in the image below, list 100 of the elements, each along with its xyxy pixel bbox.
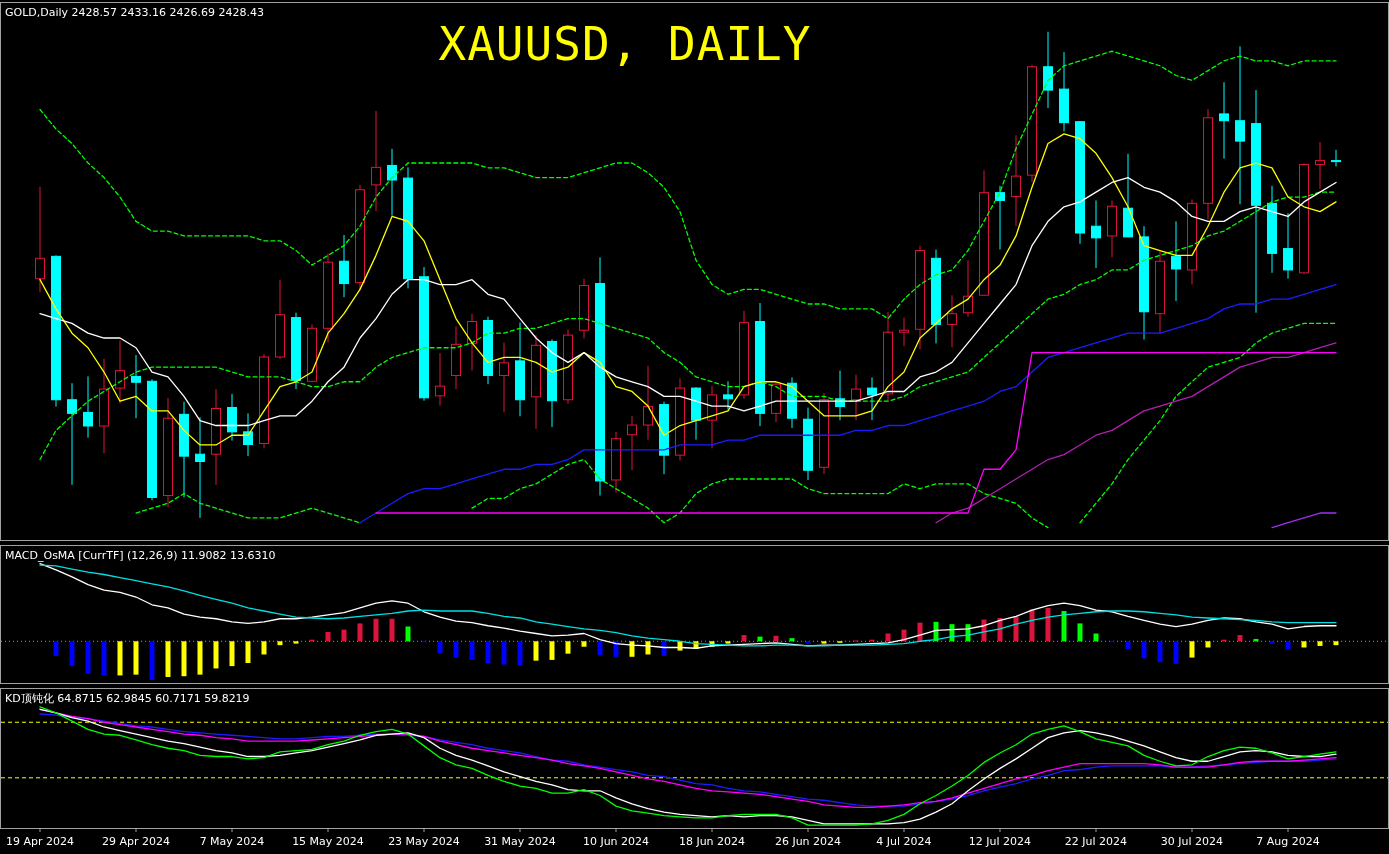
bar [165, 641, 171, 677]
bar [181, 641, 187, 677]
candlestick [467, 313, 477, 372]
bar [1173, 641, 1179, 664]
candlestick [995, 185, 1005, 251]
candlestick [723, 380, 733, 410]
bar [485, 641, 491, 664]
candlestick [1219, 81, 1229, 160]
bar [1045, 607, 1051, 642]
bar [213, 641, 219, 669]
candlestick [1235, 45, 1245, 205]
candlestick [499, 341, 509, 413]
bar [805, 641, 811, 644]
bar [469, 641, 475, 660]
bar [741, 635, 747, 642]
bar [453, 641, 459, 658]
bar [325, 631, 331, 642]
bar [1205, 641, 1211, 648]
bar [117, 641, 123, 676]
candlestick [1171, 220, 1181, 302]
candlestick [387, 148, 397, 217]
bar [1285, 641, 1291, 650]
bar [405, 626, 411, 642]
candlestick [115, 339, 125, 405]
bar [437, 641, 443, 653]
bar [1077, 623, 1083, 642]
bar [533, 641, 539, 661]
bar [1301, 641, 1307, 648]
x-tick-label: 31 May 2024 [484, 835, 556, 848]
bar [1125, 641, 1131, 650]
candlestick [1283, 212, 1293, 280]
candlestick [643, 365, 653, 441]
bar [581, 641, 587, 647]
bar [229, 641, 235, 667]
bar [1157, 641, 1163, 663]
bar [341, 629, 347, 642]
candlestick [83, 375, 93, 439]
bar [133, 641, 139, 675]
x-tick-label: 18 Jun 2024 [678, 835, 746, 848]
candlestick [1315, 141, 1325, 190]
chart-title: XAUUSD, DAILY [438, 17, 812, 71]
bar [1237, 635, 1243, 642]
bar [277, 641, 283, 646]
x-tick-label: 22 Jul 2024 [1064, 835, 1128, 848]
candlestick [339, 234, 349, 298]
bar [1093, 633, 1099, 642]
bar [101, 641, 107, 676]
text: MACD_OsMA [CurrTF] (12,26,9) 11.9082 13.6310 [5, 549, 276, 562]
bar [85, 641, 91, 674]
bar [1333, 641, 1339, 646]
bar [389, 618, 395, 642]
candlestick [195, 416, 205, 519]
text: KD顶钝化 64.8715 62.9845 60.7171 59.8219 [5, 692, 250, 705]
bar [821, 641, 827, 644]
bar [885, 633, 891, 642]
bar [565, 641, 571, 654]
candlestick [947, 294, 957, 348]
candlestick [435, 352, 445, 407]
bar [517, 641, 523, 666]
bar [789, 638, 795, 642]
bar [261, 641, 267, 655]
candlestick [627, 415, 637, 471]
candlestick [1043, 31, 1053, 109]
bar [501, 641, 507, 665]
bar [1269, 641, 1275, 644]
bar [1317, 641, 1323, 646]
bar [613, 641, 619, 657]
x-tick-label: 26 Jun 2024 [774, 835, 842, 848]
candlestick [899, 317, 909, 347]
bar [1013, 616, 1019, 642]
bar [661, 641, 667, 657]
x-tick-label: 23 May 2024 [388, 835, 460, 848]
bar [1141, 641, 1147, 659]
bar [373, 618, 379, 642]
x-tick-label: 4 Jul 2024 [876, 835, 932, 848]
bar [725, 641, 731, 644]
bar [245, 641, 251, 664]
candlestick [851, 373, 861, 421]
x-tick-label: 30 Jul 2024 [1160, 835, 1224, 848]
candlestick [1331, 149, 1341, 167]
candlestick [867, 376, 877, 421]
bar [1189, 641, 1195, 658]
bar [629, 641, 635, 657]
x-tick-label: 10 Jun 2024 [582, 835, 650, 848]
bar [773, 635, 779, 642]
bar [597, 641, 603, 656]
bar [293, 641, 299, 644]
bar [69, 641, 75, 667]
x-tick-label: 29 Apr 2024 [101, 835, 171, 848]
x-tick-label: 12 Jul 2024 [968, 835, 1032, 848]
candlestick [35, 186, 45, 293]
x-tick-label: 15 May 2024 [292, 835, 364, 848]
bar [549, 641, 555, 660]
bar [1061, 610, 1067, 642]
candlestick [371, 110, 381, 212]
bar [197, 641, 203, 675]
bar [1029, 609, 1035, 642]
x-tick-label: 19 Apr 2024 [5, 835, 75, 848]
candlestick [963, 259, 973, 318]
x-tick-label: 7 Aug 2024 [1256, 835, 1320, 848]
